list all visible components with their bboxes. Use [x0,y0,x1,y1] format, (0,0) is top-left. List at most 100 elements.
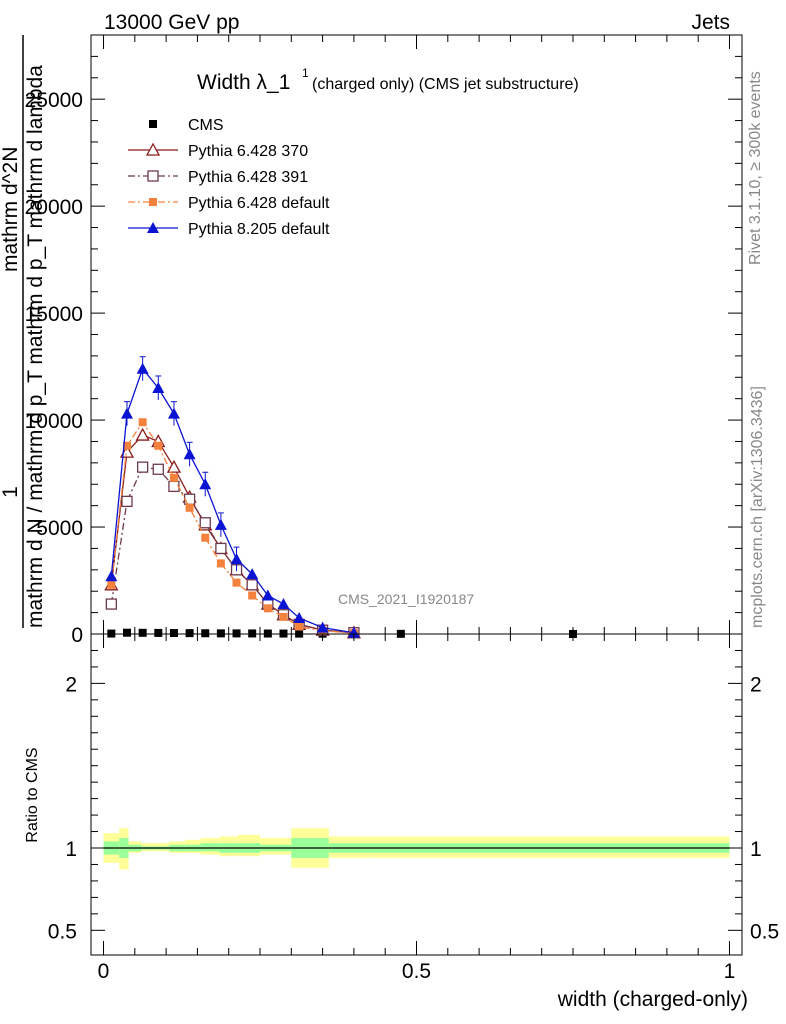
point-p391 [105,598,117,610]
point-p6def [216,559,225,568]
point-p8def [214,518,227,530]
point-p6def [185,503,194,512]
title-sup: 1 [302,66,309,80]
series-line-p8def [110,367,355,634]
point-p6def [232,578,241,587]
x-axis-label: width (charged-only) [557,988,748,1011]
series-cms [107,628,577,638]
legend-marker-p370 [145,142,161,156]
main-y-label: 1 mathrm d N / mathrm d p_T mathrm d p_T… [0,35,47,628]
point-cms [169,629,178,638]
point-p6def [263,604,272,613]
point-cms [216,629,225,638]
point-cms [122,628,131,637]
legend-label: CMS [188,117,224,134]
plot-title: Width λ_1 1 (charged only) (CMS jet subs… [197,66,579,94]
series-p370 [104,427,361,639]
point-p8def [167,407,180,419]
legend: CMS Pythia 6.428 370 Pythia 6.428 391 Pythi… [128,117,330,238]
legend-label: Pythia 6.428 391 [188,169,308,186]
legend-label: Pythia 6.428 default [188,195,330,212]
point-cms [185,629,194,638]
point-p8def [293,611,306,623]
y-tick-label: 25000 [25,89,83,112]
ratio-y-tick-label-right: 1 [750,838,762,861]
ratio-y-tick-label-right: 2 [750,673,762,696]
point-cms [138,628,147,637]
header-right: Jets [691,11,730,34]
y-label-numerator: 1 [0,486,22,498]
x-tick-label: 0.5 [402,960,431,983]
ratio-bands [103,828,730,870]
title-main: Width λ_1 [197,71,290,94]
point-p6def [248,591,257,600]
point-p8def [347,626,360,638]
point-p8def [199,478,212,490]
ratio-band-inner [200,843,220,852]
legend-item-p6def: Pythia 6.428 default [128,195,330,212]
header-left: 13000 GeV pp [104,11,239,34]
point-p8def [230,553,243,565]
main-ticks: 0 5000 10000 15000 20000 25000 [25,35,742,647]
point-p8def [316,621,329,633]
ratio-panel: 0.5 0.5 1 1 2 2 0 0.5 1 [48,633,779,983]
x-tick-label: 0 [98,960,110,983]
ratio-y-tick-label: 1 [65,838,77,861]
point-p8def [136,362,149,374]
point-p391 [199,517,211,529]
ratio-y-label: Ratio to CMS [24,747,41,842]
point-p391 [136,461,149,473]
point-p6def [138,418,147,427]
point-p6def [169,473,178,482]
series-p8def [105,356,360,638]
legend-marker-p6def [149,198,157,206]
point-p8def [246,568,259,580]
point-cms [201,629,210,638]
series-line-p6def [110,421,354,634]
rivet-label: Rivet 3.1.10, ≥ 300k events [747,71,764,265]
point-p8def [105,570,118,582]
legend-label: Pythia 6.428 370 [188,143,308,160]
point-p370 [166,459,182,473]
point-p6def [201,533,210,542]
y-label-line2: mathrm d^2N [0,147,22,272]
mcplots-label: mcplots.cern.ch [arXiv:1306.3436] [749,386,766,628]
point-p6def [154,441,163,450]
legend-marker-p8def [147,222,159,233]
point-p391 [246,579,258,591]
y-tick-label: 10000 [25,410,83,433]
point-p6def [122,441,131,450]
point-p391 [183,493,196,505]
point-cms [248,629,257,638]
point-p391 [121,495,133,508]
point-p8def [277,598,290,610]
y-tick-label: 5000 [36,517,83,540]
main-panel: 0 5000 10000 15000 20000 25000 [25,34,743,647]
point-p6def [107,580,116,589]
main-series [104,356,577,639]
point-p391 [168,480,180,493]
legend-marker-cms [149,120,157,128]
y-tick-label: 0 [71,624,83,647]
x-tick-label: 1 [724,960,736,983]
point-p8def [261,589,274,601]
series-p6def [107,418,358,638]
legend-item-p391: Pythia 6.428 391 [128,169,308,186]
ratio-y-tick-label-right: 0.5 [750,920,779,943]
point-cms [232,629,241,638]
point-p391 [215,542,227,555]
title-sub: (charged only) (CMS jet substructure) [312,76,579,93]
point-p370 [119,444,135,458]
y-tick-label: 15000 [25,303,83,326]
legend-item-p8def: Pythia 8.205 default [128,221,330,238]
point-p6def [295,622,304,631]
ratio-y-tick-label: 0.5 [48,920,77,943]
ratio-frame [90,633,743,956]
legend-item-p370: Pythia 6.428 370 [128,142,308,160]
point-p370 [135,427,150,441]
point-p6def [279,612,288,621]
ratio-y-tick-label: 2 [65,673,77,696]
legend-item-cms: CMS [149,117,224,134]
point-p8def [183,448,196,460]
